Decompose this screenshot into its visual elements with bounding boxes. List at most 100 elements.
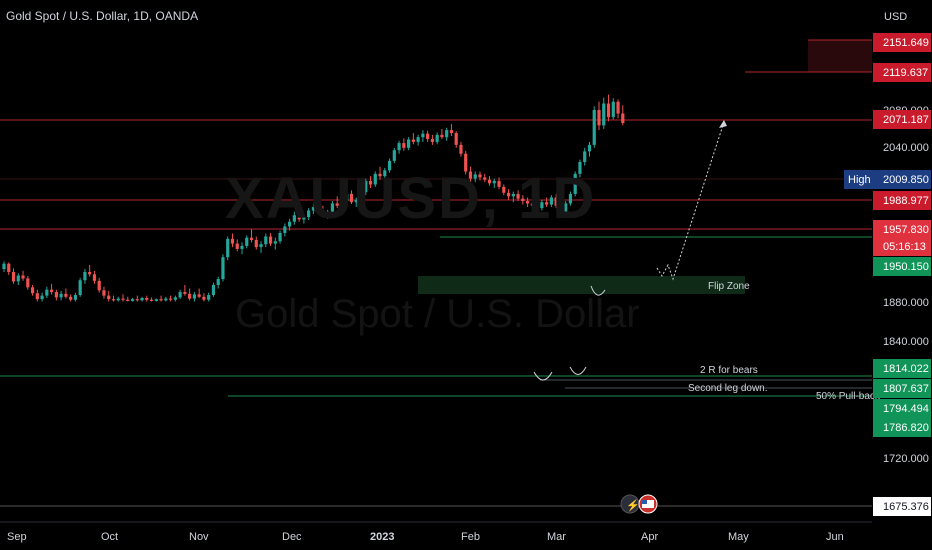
price-tick-label: 1880.000 xyxy=(883,297,929,309)
candle-body xyxy=(516,193,520,199)
candle-body xyxy=(21,275,25,279)
candle-body xyxy=(392,150,396,161)
candle-body xyxy=(416,137,420,142)
candle-body xyxy=(454,133,458,145)
us-flag-stripes xyxy=(642,500,654,508)
time-tick-label: Feb xyxy=(461,531,480,543)
currency-label: USD xyxy=(884,11,907,23)
candle-body xyxy=(430,138,434,142)
candle-body xyxy=(426,133,430,139)
price-badge-green xyxy=(873,399,931,418)
candle-body xyxy=(302,216,306,220)
candle-body xyxy=(92,274,97,281)
candle-body xyxy=(411,139,415,142)
candle-body xyxy=(35,293,39,300)
price-badge-red xyxy=(873,33,931,52)
price-badge-value: 2009.850 xyxy=(883,174,929,186)
candle-body xyxy=(102,290,106,296)
candle-body xyxy=(311,206,315,211)
candle-body xyxy=(130,299,135,301)
candle-body xyxy=(88,271,92,275)
candle-body xyxy=(288,221,292,227)
candle-body xyxy=(616,101,620,114)
candle-body xyxy=(268,236,273,244)
candle-body xyxy=(335,203,339,206)
price-badge-value: 2151.649 xyxy=(883,37,929,49)
candle-body xyxy=(364,180,368,193)
time-tick-label: May xyxy=(728,531,749,543)
candle-body xyxy=(492,180,496,184)
candle-body xyxy=(216,279,220,285)
candle-body xyxy=(245,237,249,246)
candle-body xyxy=(40,295,44,300)
candle-body xyxy=(535,205,539,209)
candle-body xyxy=(202,296,206,300)
candle-body xyxy=(445,130,449,138)
projection-path xyxy=(656,121,725,281)
candle-body xyxy=(511,193,515,197)
candle-body xyxy=(173,297,177,300)
chart-watermark-name: Gold Spot / U.S. Dollar xyxy=(235,292,640,336)
price-badge-green xyxy=(873,379,931,398)
candle-body xyxy=(549,197,553,205)
candle-body xyxy=(183,292,187,294)
candle-body xyxy=(126,299,130,301)
candle-body xyxy=(2,263,6,270)
candle-body xyxy=(64,293,68,297)
candle-body xyxy=(583,151,587,163)
candle-body xyxy=(116,298,120,301)
price-tick-label: 1720.000 xyxy=(883,453,929,465)
candle-body xyxy=(459,144,463,154)
candle-body xyxy=(383,170,387,177)
candle-body xyxy=(164,298,168,301)
candle-body xyxy=(502,186,506,193)
candle-body xyxy=(530,203,534,206)
annotation-flip-zone: Flip Zone xyxy=(708,281,750,292)
candle-body xyxy=(402,143,406,148)
candle-body xyxy=(611,101,615,118)
candle-body xyxy=(321,209,325,216)
candle-body xyxy=(407,139,411,148)
candle-body xyxy=(368,180,373,185)
price-badge-value: 2071.187 xyxy=(883,114,929,126)
candle-body xyxy=(292,215,296,222)
candle-body xyxy=(54,292,58,298)
candle-body xyxy=(478,174,482,178)
price-badge-red xyxy=(873,63,931,82)
candle-body xyxy=(606,103,611,118)
price-badge-value: 1675.376 xyxy=(883,501,929,513)
projection-arrowhead xyxy=(719,120,727,128)
candle-body xyxy=(111,299,116,301)
price-badge-green xyxy=(873,418,931,437)
candle-body xyxy=(69,296,73,300)
candle-body xyxy=(483,177,487,180)
time-tick-label: Dec xyxy=(282,531,302,543)
annotation-second-leg: Second leg down. xyxy=(688,383,768,394)
candle-body xyxy=(592,110,596,145)
candle-body xyxy=(554,197,558,206)
candle-body xyxy=(235,243,239,249)
candle-body xyxy=(387,160,392,171)
candle-body xyxy=(140,297,144,301)
price-tick-label: 1840.000 xyxy=(883,336,929,348)
price-badge-green xyxy=(873,257,931,276)
candle-body xyxy=(154,299,158,301)
candle-body xyxy=(107,295,111,300)
candle-body xyxy=(45,289,49,296)
candle-body xyxy=(521,198,525,202)
candle-body xyxy=(526,201,530,204)
candle-body xyxy=(421,133,425,138)
candle-body xyxy=(354,199,358,203)
candle-body xyxy=(397,143,401,151)
candle-body xyxy=(149,299,154,301)
candle-body xyxy=(497,180,501,187)
chart-watermark-symbol: XAUUSD, 1D xyxy=(225,166,597,231)
candle-body xyxy=(78,280,82,296)
candle-body xyxy=(578,162,582,174)
price-badge-value: 1807.637 xyxy=(883,383,929,395)
candle-body xyxy=(573,173,577,194)
candle-body xyxy=(602,103,606,126)
candle-body xyxy=(11,271,16,282)
candle-body xyxy=(330,203,335,212)
